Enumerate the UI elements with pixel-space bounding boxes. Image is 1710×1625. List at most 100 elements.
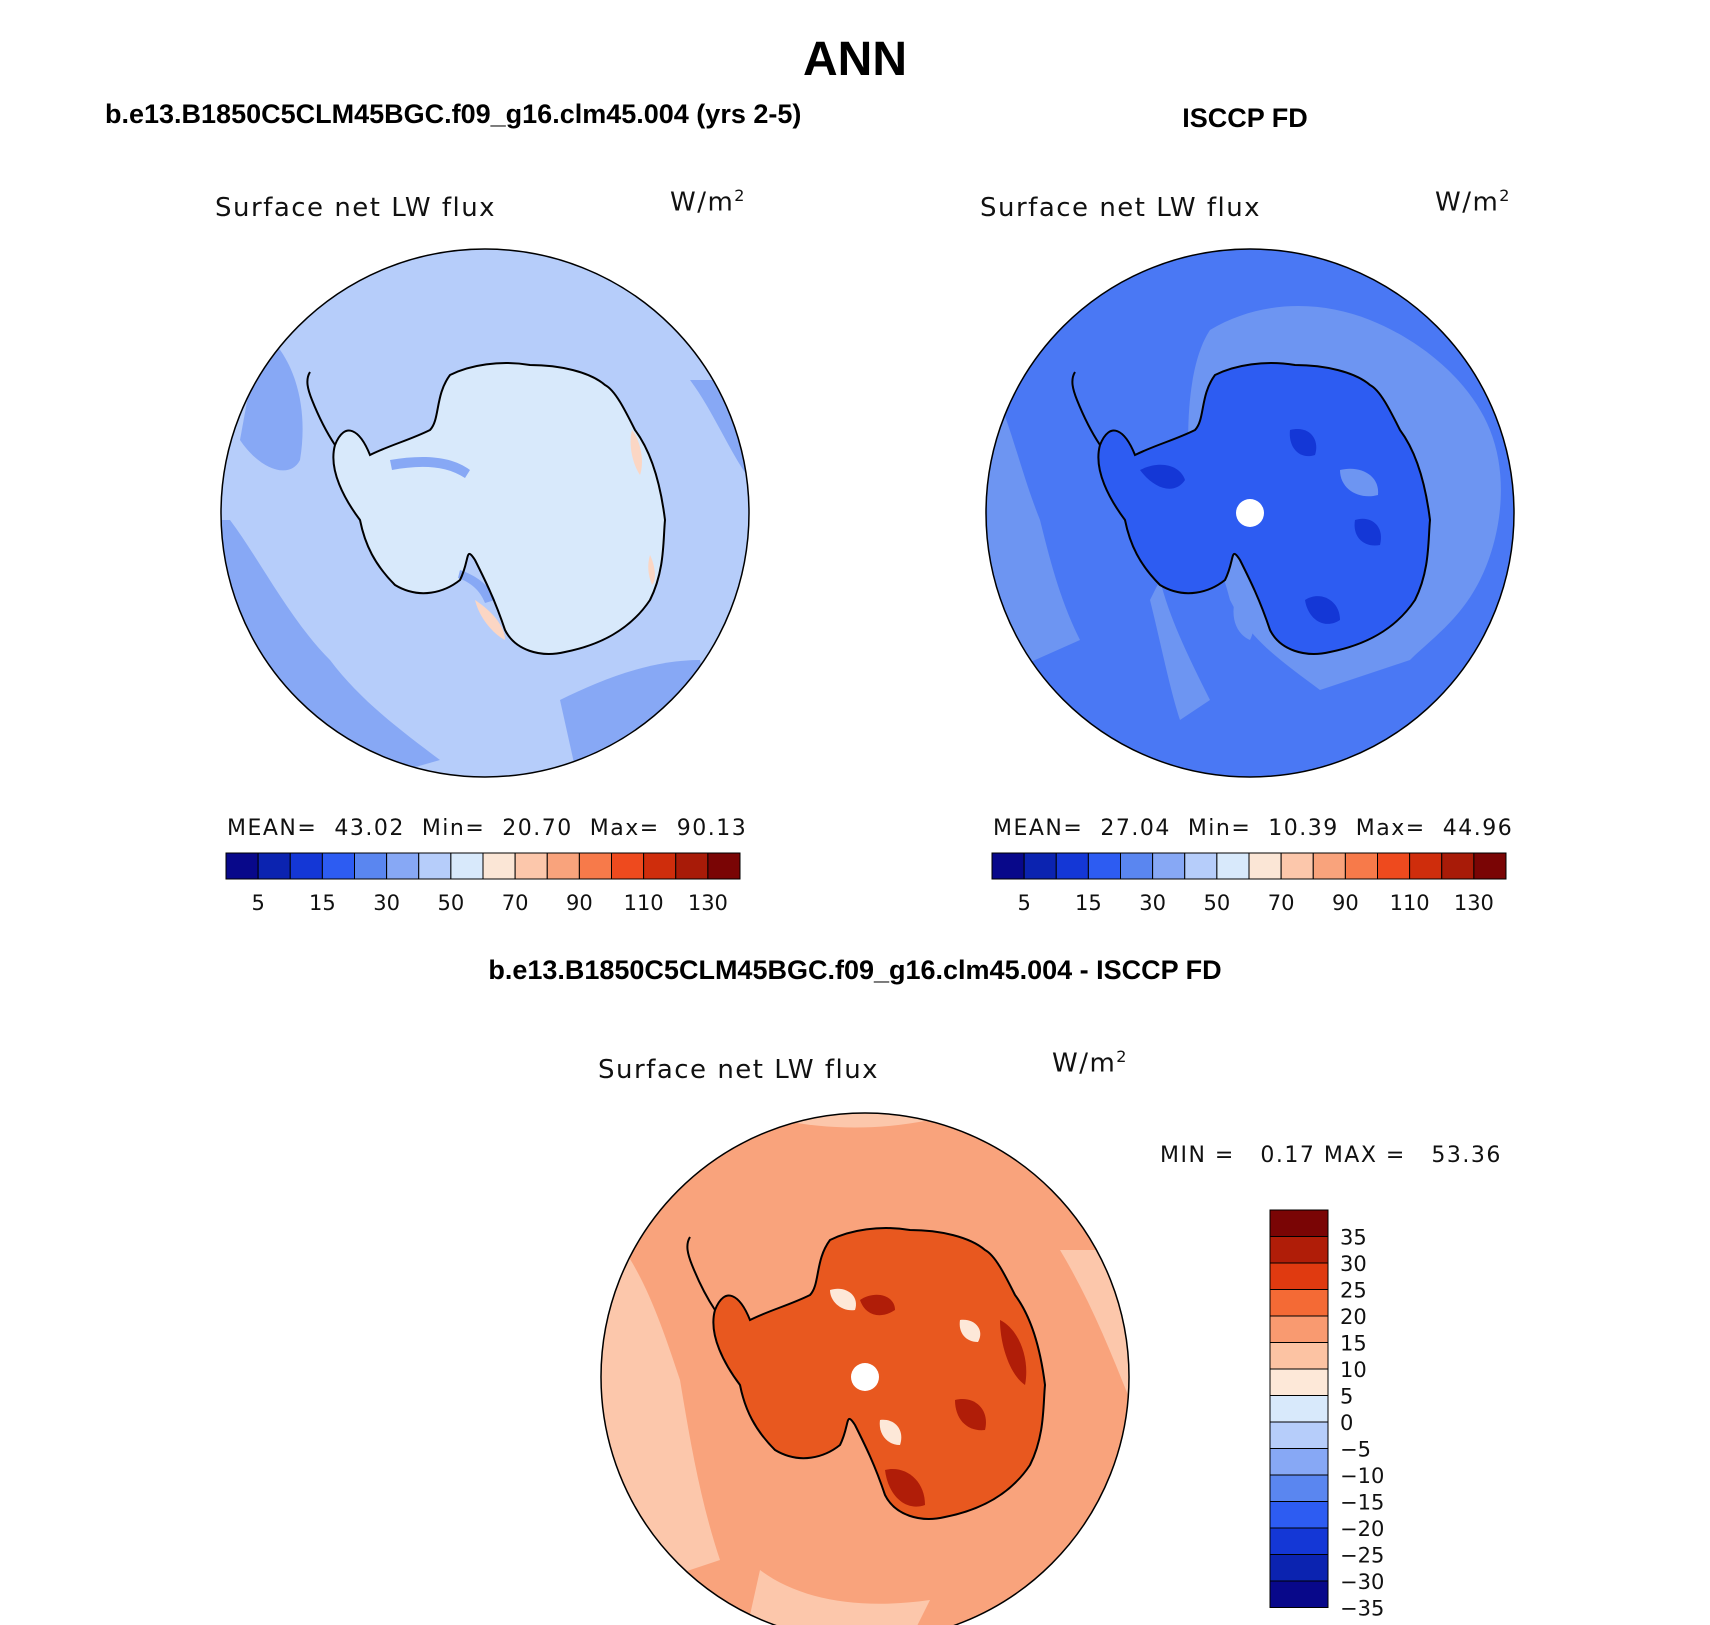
diff-panel-polar-map (601, 1113, 1129, 1625)
diff-colorbar-swatch (1269, 1580, 1329, 1608)
diff-panel-units: W/m2 (1052, 1047, 1128, 1079)
left-panel-units: W/m2 (670, 186, 746, 218)
right-colorbar-swatch (1023, 852, 1057, 880)
diff-ocean-light-band (740, 1570, 930, 1625)
right-pole-hole (1236, 499, 1264, 527)
diff-panel-case-title: b.e13.B1850C5CLM45BGC.f09_g16.clm45.004 … (488, 955, 1222, 985)
right-antarctica-land (1098, 363, 1430, 654)
left-warm-patch (630, 430, 643, 475)
right-colorbar-swatch (1120, 852, 1154, 880)
diff-colorbar-tick-label: 10 (1340, 1358, 1367, 1382)
left-colorbar-tick-label: 30 (373, 891, 400, 915)
diff-colorbar-swatch (1269, 1209, 1329, 1237)
right-colorbar-swatch (1087, 852, 1121, 880)
diff-colorbar-swatch (1269, 1474, 1329, 1502)
diff-colorbar-tick-label: 0 (1340, 1411, 1353, 1435)
left-colorbar-tick-label: 50 (438, 891, 465, 915)
right-colorbar-swatch (1441, 852, 1475, 880)
right-colorbar-swatch (1184, 852, 1218, 880)
diff-colorbar-tick-label: −15 (1340, 1491, 1384, 1515)
left-panel-case-title: b.e13.B1850C5CLM45BGC.f09_g16.clm45.004 … (105, 99, 802, 129)
diff-colorbar-swatch (1269, 1448, 1329, 1476)
left-panel-polar-map (221, 249, 749, 777)
diff-colorbar-tick-label: 35 (1340, 1226, 1367, 1250)
diff-land-pale-patch (830, 1288, 856, 1311)
diff-land-pale-patch (879, 1419, 902, 1445)
right-colorbar-swatch (1248, 852, 1282, 880)
diff-panel-variable: Surface net LW flux (598, 1055, 880, 1085)
left-colorbar-swatch (386, 852, 420, 880)
right-colorbar-swatch (1473, 852, 1507, 880)
diff-colorbar-tick-label: −30 (1340, 1570, 1384, 1594)
left-colorbar-swatch (578, 852, 612, 880)
left-colorbar-swatch (289, 852, 323, 880)
left-panel-stats: MEAN= 43.02 Min= 20.70 Max= 90.13 (227, 816, 747, 841)
right-land-dark-patch (1305, 596, 1340, 624)
max-value: 90.13 (676, 816, 748, 841)
diff-colorbar-swatch (1269, 1501, 1329, 1529)
right-colorbar-tick-label: 5 (1017, 891, 1030, 915)
right-colorbar-tick-label: 90 (1332, 891, 1359, 915)
left-coastline (332, 362, 667, 655)
diff-colorbar-swatch (1269, 1421, 1329, 1449)
min-label: Min= (1187, 816, 1252, 841)
left-colorbar-swatch (418, 852, 452, 880)
right-colorbar-swatch (1055, 852, 1089, 880)
diff-colorbar-tick-label: 20 (1340, 1305, 1367, 1329)
left-colorbar-swatch (611, 852, 645, 880)
left-colorbar-swatch (225, 852, 259, 880)
diff-colorbar-tick-label: 5 (1340, 1385, 1353, 1409)
diff-peninsula-coast (686, 1236, 716, 1311)
min-value: 20.70 (502, 816, 573, 841)
right-colorbar-swatch (1344, 852, 1378, 880)
diff-min-value: 0.17 (1260, 1143, 1316, 1168)
right-panel-case-title: ISCCP FD (1182, 103, 1308, 133)
right-land-light-patch (1340, 468, 1379, 497)
diff-land-pale-patch (959, 1319, 981, 1342)
page-title: ANN (803, 33, 907, 86)
left-colorbar-swatch (354, 852, 388, 880)
min-label: Min= (421, 816, 486, 841)
right-peninsula-coast (1071, 371, 1101, 446)
diff-land-dark-patch (1000, 1320, 1027, 1385)
diff-colorbar-tick-label: 30 (1340, 1252, 1367, 1276)
left-colorbar-swatch (450, 852, 484, 880)
right-colorbar-tick-label: 70 (1268, 891, 1295, 915)
left-colorbar-swatch (482, 852, 516, 880)
left-peninsula-coast (306, 371, 336, 446)
diff-colorbar-tick-label: 25 (1340, 1279, 1367, 1303)
right-colorbar-swatch (1377, 852, 1411, 880)
right-colorbar-tick-label: 130 (1454, 891, 1494, 915)
right-colorbar-swatch (991, 852, 1025, 880)
diff-colorbar-swatch (1269, 1236, 1329, 1264)
right-ocean-band (986, 380, 1080, 680)
diff-max-value: 53.36 (1431, 1143, 1502, 1168)
left-colorbar-swatch (257, 852, 291, 880)
right-land-dark-patch (1354, 518, 1381, 546)
left-colorbar-tick-label: 110 (624, 891, 664, 915)
right-panel-stats: MEAN= 27.04 Min= 10.39 Max= 44.96 (993, 816, 1513, 841)
right-colorbar-swatch (1312, 852, 1346, 880)
diff-colorbar-swatch (1269, 1262, 1329, 1290)
diff-max-label: MAX = (1323, 1143, 1406, 1168)
right-panel-units: W/m2 (1435, 186, 1511, 218)
left-antarctica-land (333, 363, 665, 654)
left-colorbar-tick-label: 15 (309, 891, 336, 915)
mean-label: MEAN= (227, 816, 318, 841)
mean-label: MEAN= (993, 816, 1084, 841)
right-colorbar-swatch (1152, 852, 1186, 880)
diff-colorbar-swatch (1269, 1368, 1329, 1396)
right-colorbar-tick-label: 110 (1390, 891, 1430, 915)
right-colorbar: 5 15 30 50 70 90 110 130 (991, 852, 1507, 915)
left-land-streak (390, 457, 470, 478)
left-warm-patch (648, 555, 655, 585)
right-coastline (1097, 362, 1432, 655)
left-colorbar-tick-label: 90 (566, 891, 593, 915)
diff-colorbar-tick-label: −35 (1340, 1597, 1384, 1621)
diff-colorbar-swatch (1269, 1289, 1329, 1317)
right-colorbar-swatch (1216, 852, 1250, 880)
diff-colorbar-tick-label: −5 (1340, 1438, 1371, 1462)
right-land-dark-patch (1140, 464, 1185, 489)
left-colorbar-swatch (546, 852, 580, 880)
